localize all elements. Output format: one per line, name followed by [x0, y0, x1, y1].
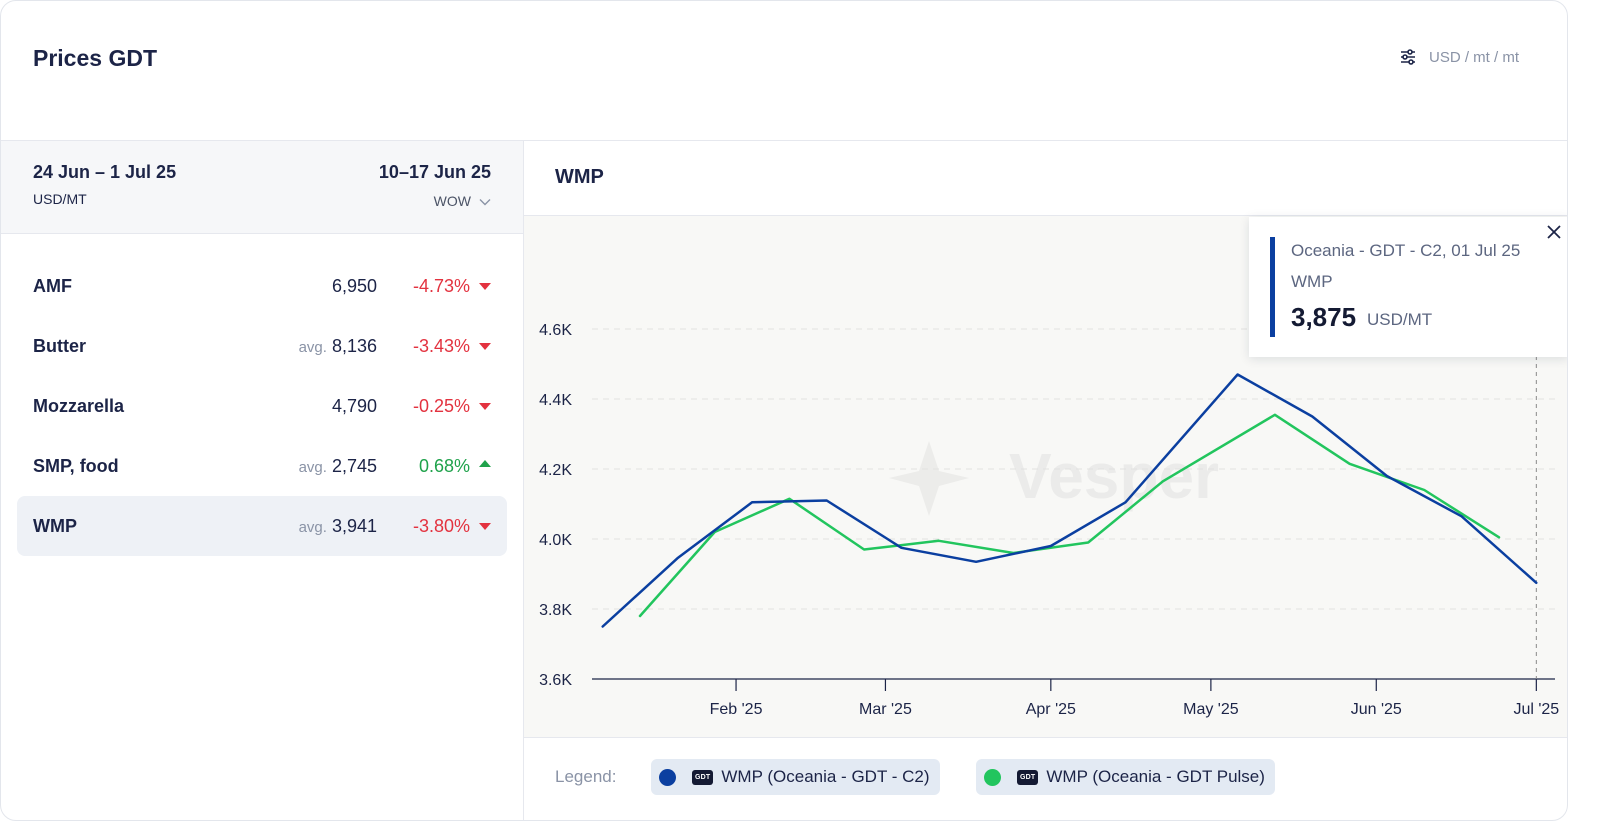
legend-label: Legend: — [555, 767, 617, 786]
change-percent: -3.43% — [412, 336, 470, 356]
arrow-down-icon — [479, 523, 491, 530]
compare-mode-label: WOW — [433, 193, 471, 209]
avg-label: avg. — [298, 519, 327, 536]
product-list-panel: 24 Jun – 1 Jul 25 USD/MT 10–17 Jun 25 WO… — [1, 141, 524, 820]
card-header: Prices GDT USD / mt / mt — [1, 1, 1567, 141]
x-tick-label: Apr '25 — [1026, 701, 1076, 718]
product-name: Butter — [33, 336, 86, 356]
arrow-up-icon — [479, 460, 491, 467]
product-rows: AMF 6,950 -4.73% Butter avg. 8,136 -3.43%… — [17, 256, 507, 556]
product-row-amf[interactable]: AMF 6,950 -4.73% — [17, 256, 507, 316]
arrow-down-icon — [479, 403, 491, 410]
avg-label: avg. — [298, 339, 327, 356]
close-icon[interactable] — [1545, 223, 1563, 241]
arrow-down-icon — [479, 283, 491, 290]
gdt-badge-icon: GDT — [692, 769, 714, 785]
page-title: Prices GDT — [33, 45, 157, 71]
price-value: 4,790 — [331, 396, 377, 416]
tooltip-series-label: Oceania - GDT - C2, 01 Jul 25 — [1291, 241, 1521, 260]
units-label: USD / mt / mt — [1429, 48, 1519, 66]
chart-title: WMP — [555, 166, 604, 188]
series-color-dot — [659, 768, 676, 786]
plot-area[interactable]: Vesper 3.6K 3.8K 4.0K 4.2K 4.4K 4.6K Feb '25 Mar… — [524, 216, 1568, 738]
product-row-wmp[interactable]: WMP avg. 3,941 -3.80% — [17, 496, 507, 556]
product-name: WMP — [33, 516, 77, 536]
product-value: 4,790 — [327, 396, 377, 417]
product-value: avg. 8,136 — [299, 336, 377, 357]
x-tick-label: Feb '25 — [710, 701, 763, 718]
series-line-gdt-pulse — [638, 413, 1501, 618]
y-tick-label: 4.0K — [539, 532, 572, 549]
watermark-text: Vesper — [1009, 440, 1219, 512]
sliders-icon — [1399, 48, 1417, 66]
chevron-down-icon — [479, 193, 491, 209]
tooltip-unit: USD/MT — [1367, 310, 1433, 329]
arrow-down-icon — [479, 343, 491, 350]
chart-header: WMP — [524, 141, 1567, 216]
tooltip-product-name: WMP — [1291, 272, 1333, 291]
gdt-badge-icon: GDT — [1017, 769, 1039, 785]
current-period: 24 Jun – 1 Jul 25 — [33, 162, 177, 182]
legend-item-label: WMP (Oceania - GDT - C2) — [721, 767, 930, 786]
change-percent: -0.25% — [412, 396, 470, 416]
legend-item-label: WMP (Oceania - GDT Pulse) — [1046, 767, 1265, 786]
product-name: AMF — [33, 276, 72, 296]
product-row-mozzarella[interactable]: Mozzarella 4,790 -0.25% — [17, 376, 507, 436]
y-tick-label: 3.6K — [539, 672, 572, 689]
product-row-butter[interactable]: Butter avg. 8,136 -3.43% — [17, 316, 507, 376]
line-chart[interactable]: Vesper 3.6K 3.8K 4.0K 4.2K 4.4K 4.6K Feb '25 Mar… — [524, 216, 1568, 738]
product-value: 6,950 — [327, 276, 377, 297]
series-color-dot — [984, 768, 1001, 786]
y-tick-label: 3.8K — [539, 602, 572, 619]
y-tick-label: 4.2K — [539, 462, 572, 479]
compare-period: 10–17 Jun 25 — [378, 162, 491, 182]
chart-panel: WMP Vesper 3.6K 3.8K 4.0K 4.2K 4.4K 4.6K Feb '2… — [524, 141, 1568, 820]
product-name: Mozzarella — [33, 396, 125, 416]
tooltip-series-bar — [1270, 237, 1275, 337]
watermark-logo-icon — [889, 441, 969, 516]
prices-gdt-card: Prices GDT USD / mt / mt 24 Jun – 1 Jul … — [0, 0, 1568, 821]
product-row-smp-food[interactable]: SMP, food avg. 2,745 0.68% — [17, 436, 507, 496]
change-percent: -4.73% — [412, 276, 470, 296]
change-percent: 0.68% — [418, 456, 470, 476]
chart-tooltip: Oceania - GDT - C2, 01 Jul 25 WMP 3,875 … — [1249, 217, 1567, 357]
price-value: 6,950 — [331, 276, 377, 296]
product-name: SMP, food — [33, 456, 119, 476]
price-unit: USD/MT — [33, 191, 87, 207]
product-value: avg. 3,941 — [299, 516, 377, 537]
change-percent: -3.80% — [412, 516, 470, 536]
compare-mode-dropdown[interactable]: WOW — [434, 193, 491, 209]
legend-item-gdt-pulse[interactable]: GDT WMP (Oceania - GDT Pulse) — [976, 759, 1275, 795]
y-tick-label: 4.6K — [539, 322, 572, 339]
units-selector[interactable]: USD / mt / mt — [1399, 48, 1519, 66]
price-value: 2,745 — [331, 456, 377, 476]
legend-item-gdt-c2[interactable]: GDT WMP (Oceania - GDT - C2) — [651, 759, 940, 795]
price-value: 8,136 — [331, 336, 377, 356]
price-value: 3,941 — [331, 516, 377, 536]
x-tick-label: Jun '25 — [1351, 701, 1402, 718]
product-value: avg. 2,745 — [299, 456, 377, 477]
x-tick-label: May '25 — [1183, 701, 1239, 718]
y-tick-label: 4.4K — [539, 392, 572, 409]
x-tick-label: Jul '25 — [1513, 701, 1559, 718]
avg-label: avg. — [298, 459, 327, 476]
product-list-header: 24 Jun – 1 Jul 25 USD/MT 10–17 Jun 25 WO… — [1, 141, 523, 234]
chart-legend: Legend: GDT WMP (Oceania - GDT - C2) GDT… — [524, 738, 1567, 820]
tooltip-value: 3,875 — [1291, 302, 1357, 332]
x-tick-label: Mar '25 — [859, 701, 912, 718]
